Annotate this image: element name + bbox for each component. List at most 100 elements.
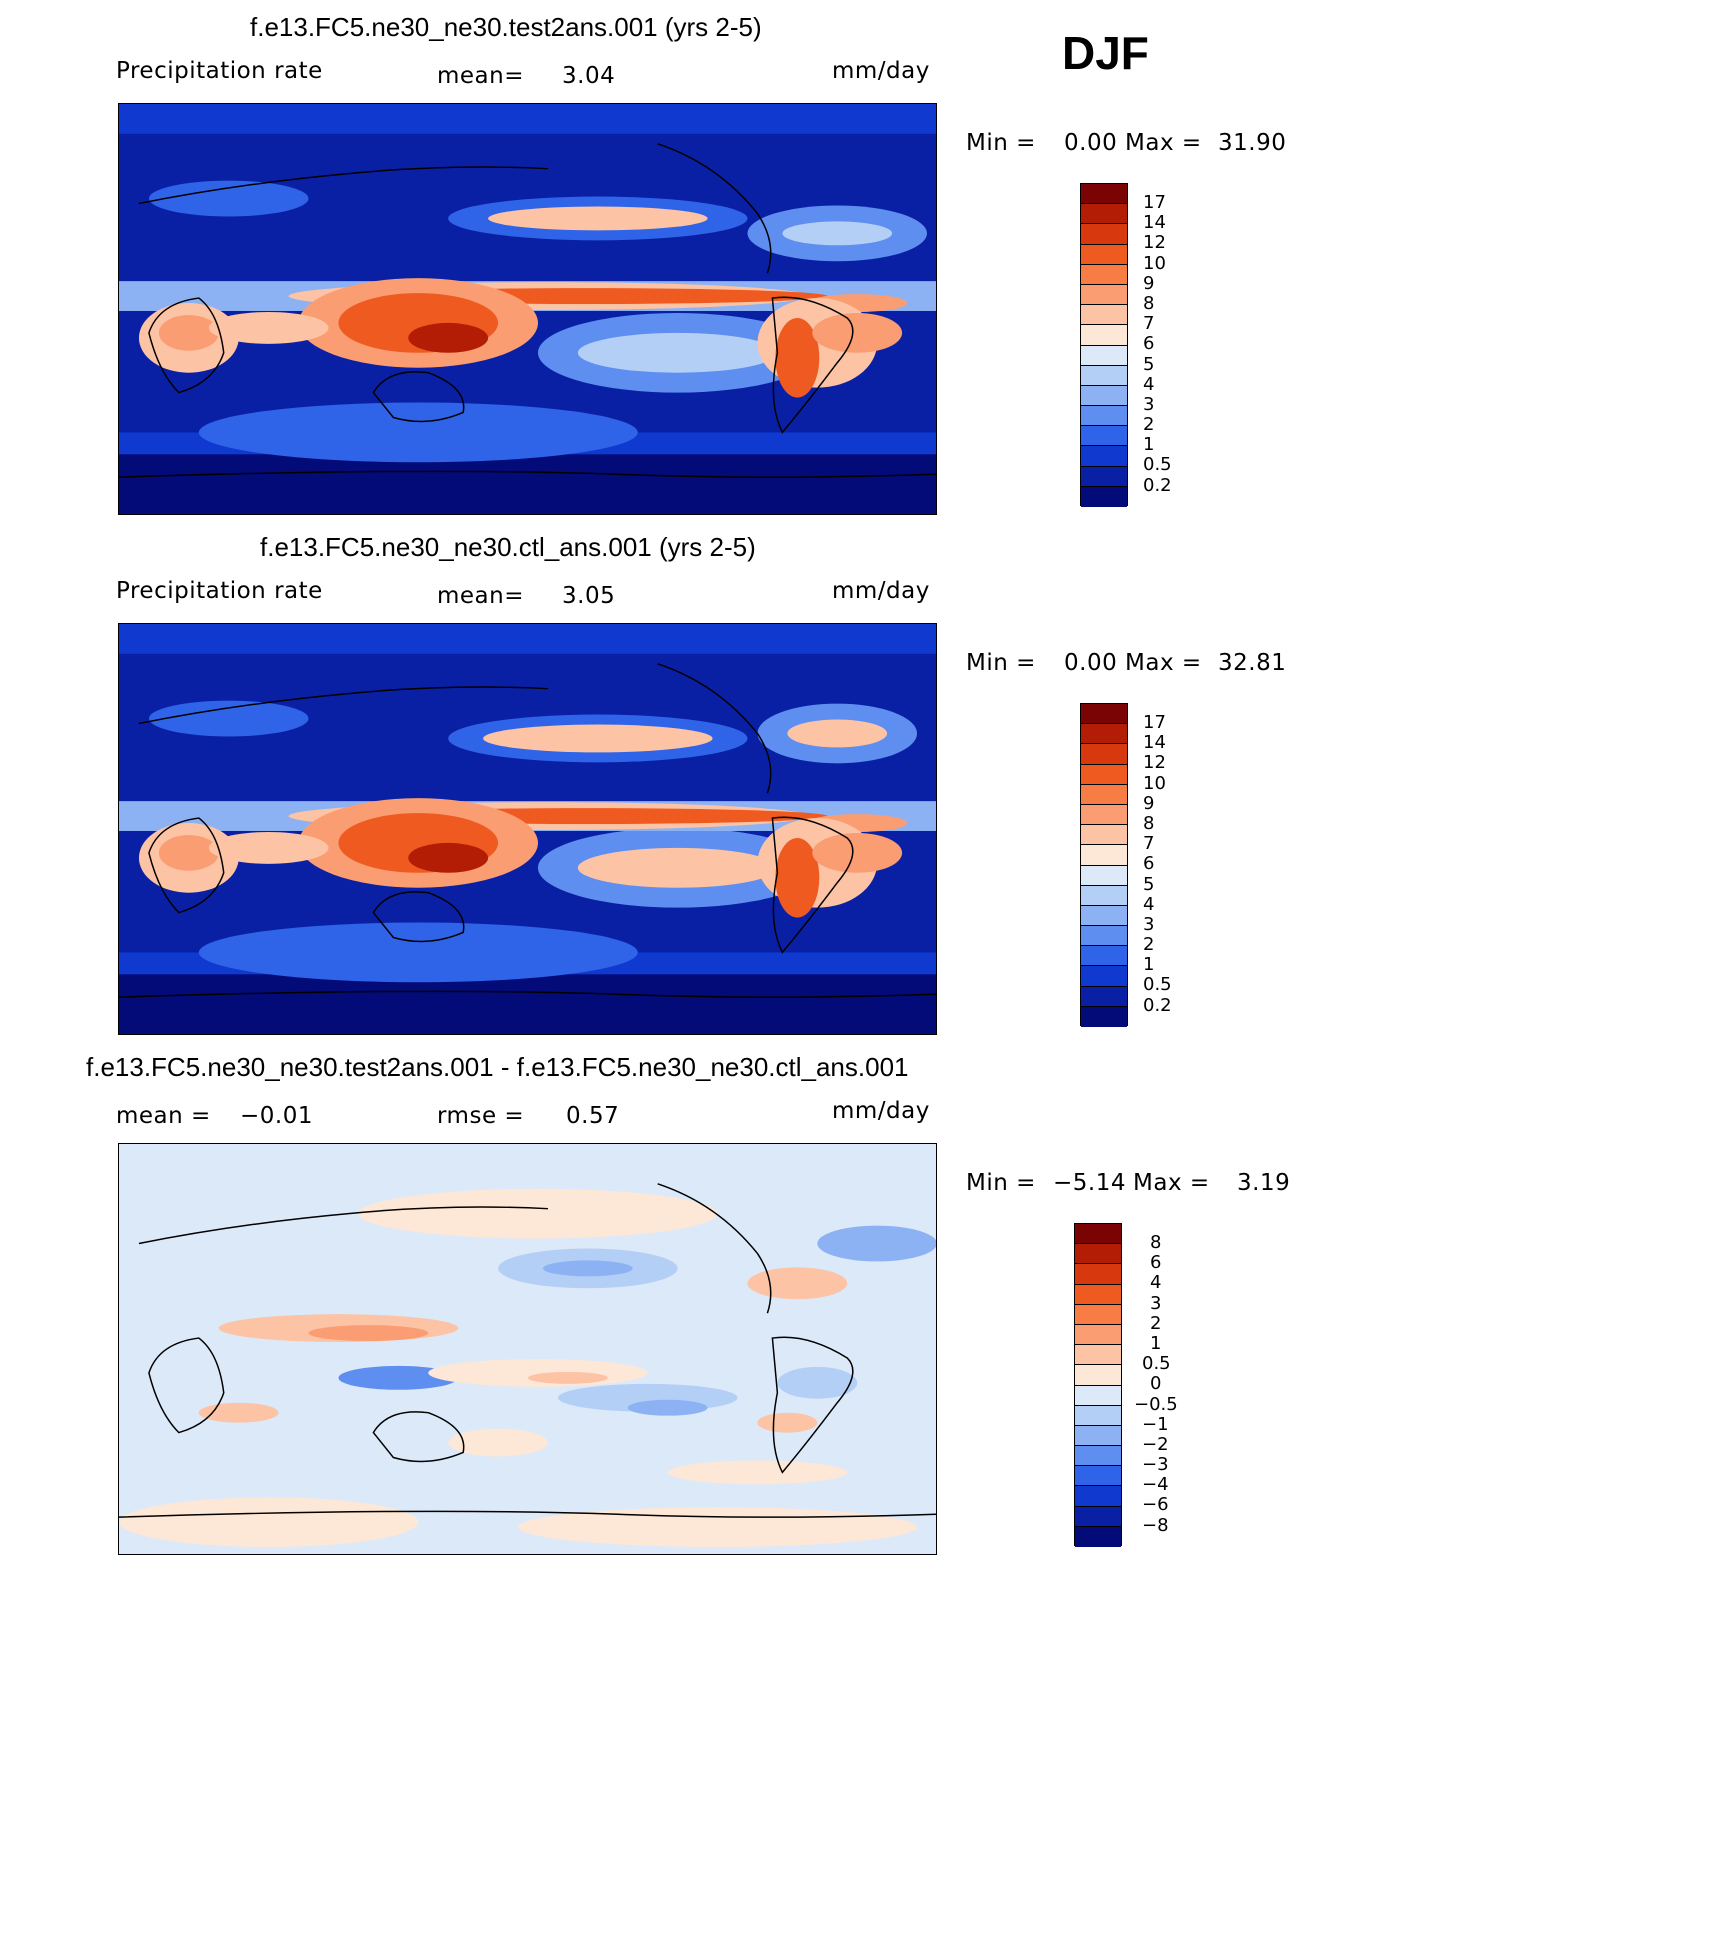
cbar3-swatch (1075, 1345, 1121, 1366)
panel-3-rmse-label: rmse = (437, 1103, 525, 1129)
cbar3-swatch (1075, 1385, 1121, 1406)
cbar1-tick: 6 (1143, 333, 1155, 354)
cbar3-swatch (1075, 1324, 1121, 1346)
cbar3-tick: 0.5 (1142, 1353, 1171, 1374)
cbar1-swatch (1081, 244, 1127, 265)
cbar1-swatch (1081, 264, 1127, 285)
cbar2-tick: 5 (1143, 874, 1155, 895)
cbar3-tick: −4 (1142, 1474, 1169, 1495)
cbar1-tick: 3 (1143, 394, 1155, 415)
cbar3-tick: 3 (1150, 1293, 1162, 1314)
cbar2-swatch (1081, 744, 1127, 765)
cbar3-tick: 0 (1150, 1373, 1162, 1394)
cbar2-tick: 0.5 (1143, 974, 1172, 995)
panel-1-units: mm/day (832, 58, 930, 84)
cbar3-tick: −6 (1142, 1494, 1169, 1515)
cbar1-tick: 2 (1143, 414, 1155, 435)
panel-2-mean-value: 3.05 (562, 583, 616, 609)
panel-3-min-value: −5.14 (1053, 1170, 1126, 1196)
panel-2-max-value: 32.81 (1218, 650, 1287, 676)
cbar3-swatch (1075, 1405, 1121, 1426)
cbar3-swatch (1075, 1526, 1121, 1547)
cbar1-swatch (1081, 385, 1127, 407)
cbar2-swatch (1081, 704, 1127, 725)
panel-2-units: mm/day (832, 578, 930, 604)
panel-3-title: f.e13.FC5.ne30_ne30.test2ans.001 - f.e13… (86, 1052, 909, 1082)
panel-1-max-label: Max = (1125, 130, 1202, 156)
cbar3-tick: −8 (1142, 1515, 1169, 1536)
cbar2-swatch (1081, 966, 1127, 987)
cbar1-tick: 14 (1143, 212, 1166, 233)
cbar1-tick: 1 (1143, 434, 1155, 455)
cbar3-swatch (1075, 1304, 1121, 1325)
panel-3-max-value: 3.19 (1237, 1170, 1291, 1196)
cbar1-swatch (1081, 184, 1127, 205)
panel-2-precip-map (118, 623, 937, 1035)
cbar1-tick: 7 (1143, 313, 1155, 334)
panel-2-mean-label: mean= (437, 583, 524, 609)
panel-3-mean-label: mean = (116, 1103, 211, 1129)
cbar3-swatch (1075, 1425, 1121, 1447)
panel-2-min-label: Min = (966, 650, 1036, 676)
panel-1-precip-map (118, 103, 937, 515)
cbar2-tick: 8 (1143, 813, 1155, 834)
cbar3-tick: 8 (1150, 1232, 1162, 1253)
cbar2-swatch (1081, 784, 1127, 805)
cbar1-swatch (1081, 466, 1127, 487)
panel-1-min-value: 0.00 (1064, 130, 1118, 156)
cbar1-tick: 10 (1143, 253, 1166, 274)
panel-2-max-label: Max = (1125, 650, 1202, 676)
cbar3-tick: 4 (1150, 1272, 1162, 1293)
cbar2-tick: 14 (1143, 732, 1166, 753)
cbar2-swatch (1081, 926, 1127, 947)
cbar1-tick: 4 (1143, 374, 1155, 395)
cbar3-tick: −1 (1142, 1414, 1169, 1435)
cbar1-swatch (1081, 486, 1127, 507)
cbar2-tick: 3 (1143, 914, 1155, 935)
cbar1-tick: 5 (1143, 354, 1155, 375)
cbar1-swatch (1081, 305, 1127, 326)
cbar3-swatch (1075, 1486, 1121, 1507)
cbar1-swatch (1081, 446, 1127, 467)
cbar2-swatch (1081, 845, 1127, 866)
panel-1-max-value: 31.90 (1218, 130, 1287, 156)
panel-2-colorbar (1080, 703, 1128, 1027)
cbar2-tick: 7 (1143, 833, 1155, 854)
cbar3-swatch (1075, 1446, 1121, 1467)
panel-1-variable-label: Precipitation rate (116, 58, 323, 84)
panel-1-title: f.e13.FC5.ne30_ne30.test2ans.001 (yrs 2-… (250, 12, 762, 42)
panel-1-mean-value: 3.04 (562, 63, 616, 89)
cbar1-swatch (1081, 284, 1127, 306)
cbar2-swatch (1081, 905, 1127, 927)
cbar2-tick: 0.2 (1143, 995, 1172, 1016)
cbar3-tick: −3 (1142, 1454, 1169, 1475)
season-label: DJF (1062, 27, 1149, 79)
cbar2-swatch (1081, 825, 1127, 846)
cbar2-tick: 1 (1143, 954, 1155, 975)
cbar3-tick: 1 (1150, 1333, 1162, 1354)
cbar2-swatch (1081, 1006, 1127, 1027)
cbar1-tick: 0.2 (1143, 475, 1172, 496)
cbar1-tick: 17 (1143, 192, 1166, 213)
cbar2-tick: 4 (1143, 894, 1155, 915)
cbar2-swatch (1081, 804, 1127, 826)
cbar1-swatch (1081, 204, 1127, 225)
cbar2-swatch (1081, 885, 1127, 906)
cbar2-tick: 9 (1143, 793, 1155, 814)
cbar1-tick: 8 (1143, 293, 1155, 314)
cbar3-tick: −0.5 (1134, 1394, 1178, 1415)
cbar3-swatch (1075, 1365, 1121, 1386)
panel-3-rmse-value: 0.57 (566, 1103, 620, 1129)
cbar1-tick: 0.5 (1143, 454, 1172, 475)
cbar1-swatch (1081, 345, 1127, 366)
cbar3-tick: −2 (1142, 1434, 1169, 1455)
panel-3-min-label: Min = (966, 1170, 1036, 1196)
cbar3-swatch (1075, 1224, 1121, 1245)
cbar1-swatch (1081, 406, 1127, 427)
panel-1-colorbar (1080, 183, 1128, 507)
cbar1-tick: 9 (1143, 273, 1155, 294)
cbar2-swatch (1081, 764, 1127, 785)
panel-2-min-value: 0.00 (1064, 650, 1118, 676)
cbar1-swatch (1081, 426, 1127, 447)
cbar1-swatch (1081, 365, 1127, 386)
